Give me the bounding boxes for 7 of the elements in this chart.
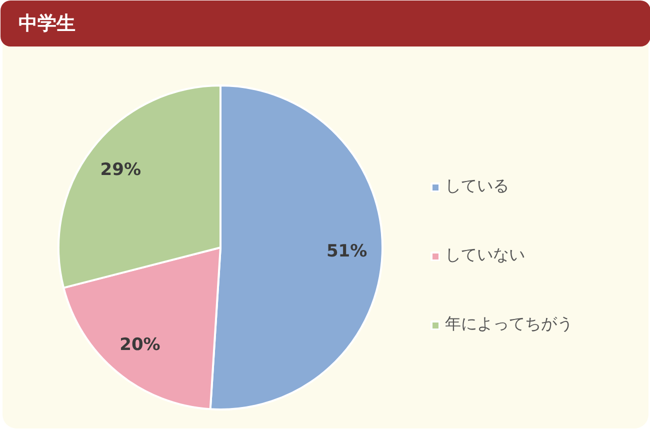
data-label: 51% bbox=[326, 241, 368, 262]
data-label: 20% bbox=[120, 334, 160, 355]
legend-label: 年によってちがう bbox=[445, 314, 573, 335]
chart-title: 中学生 bbox=[18, 12, 76, 34]
legend-label: している bbox=[445, 176, 509, 197]
data-label: 29% bbox=[100, 160, 142, 180]
legend-label: していない bbox=[445, 245, 525, 266]
